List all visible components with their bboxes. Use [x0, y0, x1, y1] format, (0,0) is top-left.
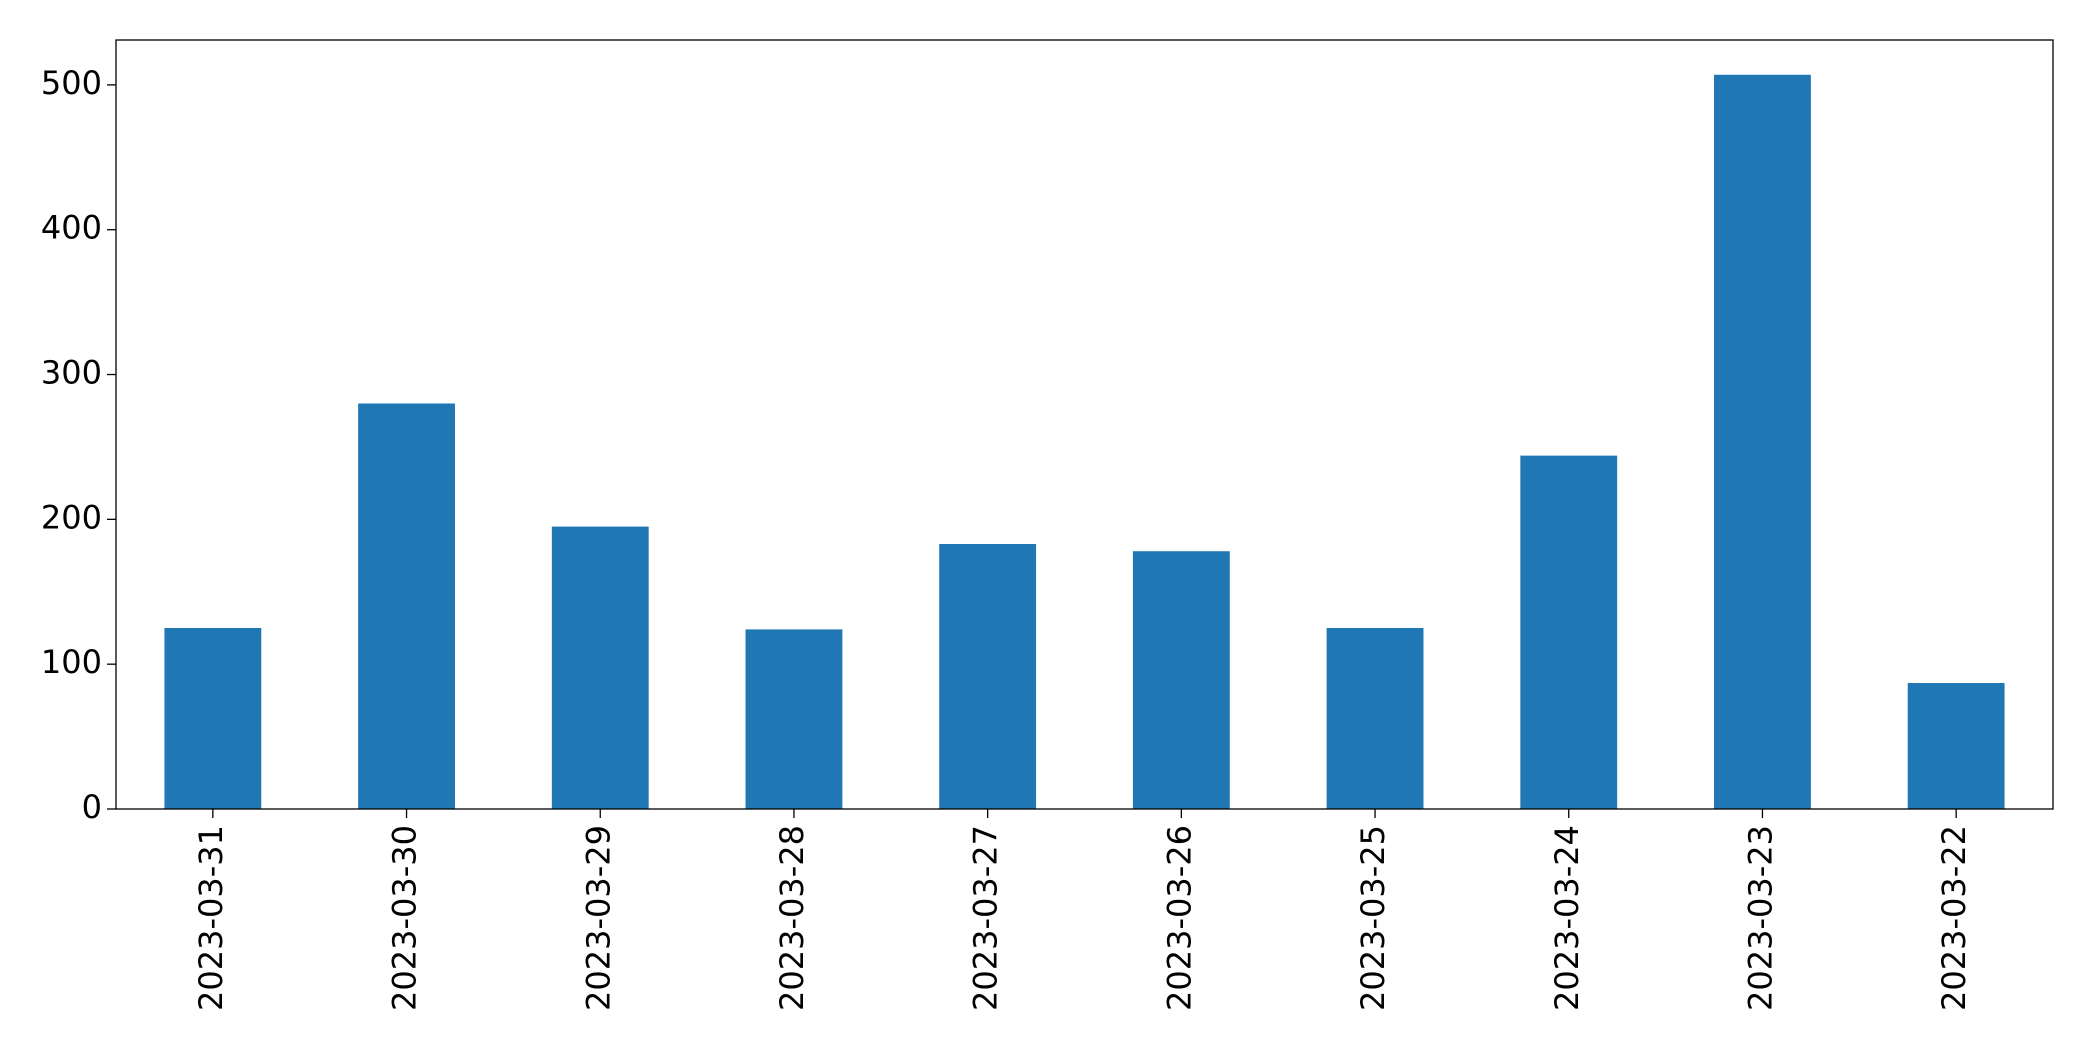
x-tick-label: 2023-03-23: [1741, 825, 1779, 1011]
bar: [164, 627, 262, 809]
plot-frame: [115, 39, 2054, 810]
x-tick-label: 2023-03-28: [773, 825, 811, 1011]
x-tick-label: 2023-03-31: [192, 825, 230, 1011]
x-tick-label: 2023-03-27: [967, 825, 1005, 1011]
y-tick-label: 500: [41, 64, 102, 102]
x-tick-label: 2023-03-22: [1935, 825, 1973, 1011]
x-tick-label: 2023-03-25: [1354, 825, 1392, 1011]
bar: [745, 629, 843, 809]
y-tick-label: 100: [41, 643, 102, 681]
bar: [358, 403, 455, 809]
bar: [1907, 683, 2005, 809]
y-tick-label: 0: [82, 788, 102, 826]
y-tick-label: 400: [41, 209, 102, 247]
bar: [1714, 74, 1811, 809]
x-tick-label: 2023-03-29: [579, 825, 617, 1011]
bar: [1326, 627, 1424, 809]
y-tick-label: 200: [41, 498, 102, 536]
x-tick-label: 2023-03-24: [1548, 825, 1586, 1011]
x-tick-label: 2023-03-30: [386, 825, 424, 1011]
bar: [1132, 551, 1230, 809]
y-tick-label: 300: [41, 354, 102, 392]
x-tick-label: 2023-03-26: [1160, 825, 1198, 1011]
bar: [1520, 455, 1618, 809]
bar: [939, 543, 1037, 809]
bar: [551, 526, 649, 809]
